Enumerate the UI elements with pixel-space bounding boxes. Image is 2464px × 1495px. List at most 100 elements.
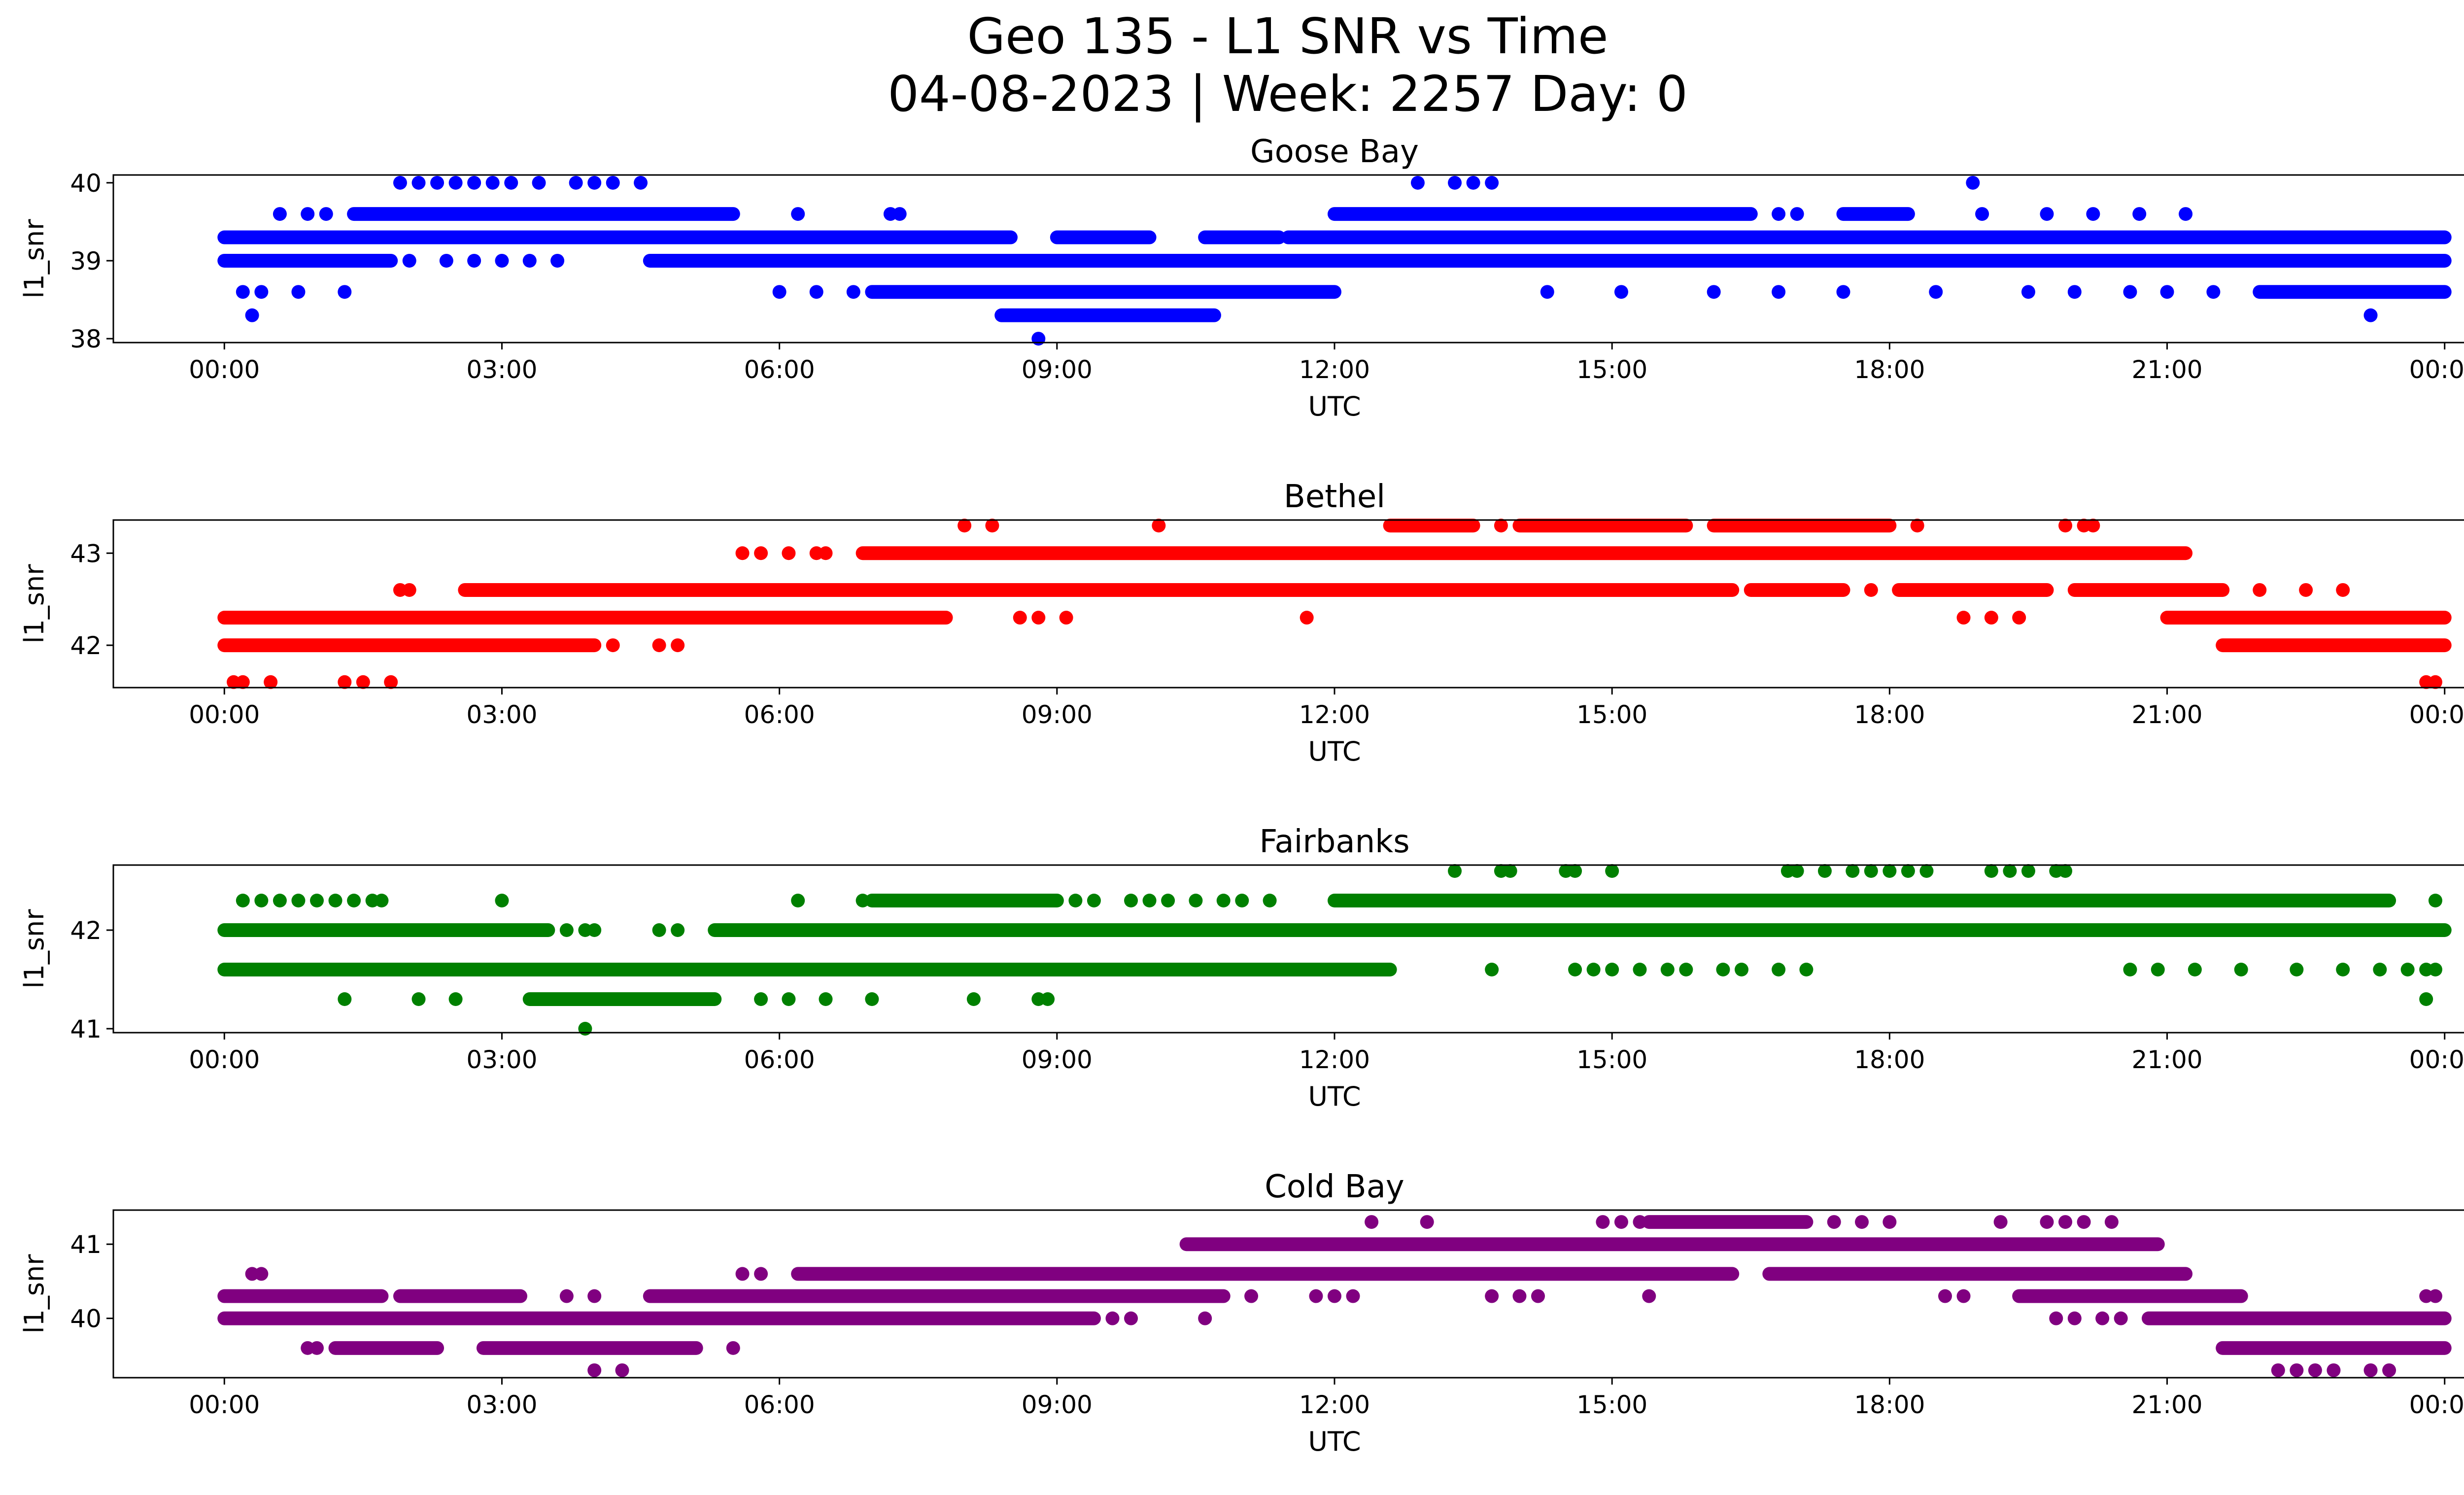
data-point [754, 992, 768, 1006]
data-point [2428, 894, 2442, 907]
data-point [1494, 519, 1508, 533]
data-point [1013, 611, 1027, 625]
data-point [1142, 894, 1157, 907]
data-point [819, 992, 833, 1006]
point-band [2253, 285, 2452, 299]
point-band [2067, 583, 2230, 597]
data-point [2206, 285, 2221, 299]
x-tick-label: 00:00 [2409, 1391, 2464, 1419]
x-tick-label: 18:00 [1854, 1045, 1925, 1074]
data-point [2104, 1215, 2119, 1229]
x-tick-label: 21:00 [2131, 1391, 2202, 1419]
data-point [254, 1267, 269, 1281]
data-point [587, 175, 602, 190]
data-point [1041, 992, 1055, 1006]
point-band [1050, 230, 1157, 244]
y-axis-label: l1_snr [19, 1254, 50, 1334]
x-tick-label: 21:00 [2131, 1045, 2202, 1074]
x-tick-label: 15:00 [1576, 700, 1647, 729]
data-point [1448, 864, 1462, 878]
point-band [856, 546, 2193, 560]
data-point [1882, 864, 1897, 878]
point-band [2216, 1341, 2452, 1355]
point-band [217, 230, 1018, 244]
data-point [1975, 207, 1989, 221]
data-point [2179, 207, 2193, 221]
data-point [587, 923, 602, 937]
point-band [1512, 519, 1693, 533]
data-point [1346, 1289, 1360, 1303]
data-point [559, 1289, 574, 1303]
point-band [458, 583, 1740, 597]
data-point [1420, 1215, 1434, 1229]
data-point [1485, 963, 1499, 976]
data-point [2151, 963, 2165, 976]
x-tick-label: 12:00 [1299, 1045, 1370, 1074]
data-point [2003, 864, 2017, 878]
data-point [985, 519, 999, 533]
data-point [671, 638, 685, 653]
data-point [1901, 864, 1915, 878]
x-tick-label: 03:00 [466, 700, 537, 729]
point-band [1642, 1215, 1814, 1229]
point-band [217, 611, 953, 625]
point-band [217, 1311, 1101, 1325]
subplot-grid: Goose Bay 38 39 40 00:00 03:00 06:00 09:00 12:00… [19, 134, 2464, 1457]
data-point [1105, 1311, 1120, 1325]
y-tick-label: 38 [70, 325, 102, 353]
data-point [2040, 1215, 2054, 1229]
x-tick-label: 21:00 [2131, 355, 2202, 384]
data-point [587, 1363, 602, 1377]
data-point [1772, 963, 1786, 976]
x-tick-label: 03:00 [466, 1391, 537, 1419]
data-point [273, 894, 287, 907]
data-point [652, 923, 666, 937]
point-band [1744, 583, 1850, 597]
data-point [2336, 583, 2350, 597]
x-tick-label: 12:00 [1299, 700, 1370, 729]
data-point [254, 285, 269, 299]
data-point [384, 675, 398, 689]
data-point [1716, 963, 1730, 976]
data-point [1087, 894, 1101, 907]
data-point [495, 894, 509, 907]
data-point [1614, 285, 1628, 299]
data-point [2299, 583, 2313, 597]
data-point [338, 992, 352, 1006]
data-point [1938, 1289, 1952, 1303]
figure-title-line-2: 04-08-2023 | Week: 2257 Day: 0 [888, 65, 1687, 123]
subplot-title: Bethel [1284, 479, 1385, 515]
x-tick-label: 06:00 [744, 1045, 815, 1074]
data-point [782, 992, 796, 1006]
data-point [393, 175, 407, 190]
data-point [254, 894, 269, 907]
data-point [1633, 963, 1647, 976]
data-point [1512, 1289, 1527, 1303]
data-point [338, 285, 352, 299]
x-tick-label: 21:00 [2131, 700, 2202, 729]
y-axis-label: l1_snr [19, 219, 50, 299]
figure-title-line-1: Geo 135 - L1 SNR vs Time [967, 7, 1608, 65]
y-tick-label: 40 [70, 1305, 102, 1333]
point-band [1762, 1267, 2193, 1281]
data-point [1772, 207, 1786, 221]
data-point [1679, 963, 1693, 976]
data-point [1735, 963, 1748, 976]
data-point [347, 894, 361, 907]
x-axis-label: UTC [1308, 1081, 1361, 1112]
point-band [1281, 230, 2452, 244]
x-tick-label: 15:00 [1576, 1045, 1647, 1074]
data-point [2021, 864, 2035, 878]
data-point [550, 253, 565, 268]
data-point [1485, 175, 1499, 190]
point-band [1328, 894, 2396, 907]
data-point [1660, 963, 1675, 976]
data-point [1633, 1215, 1647, 1229]
series-points [217, 175, 2452, 346]
data-point [652, 638, 666, 653]
data-point [522, 253, 537, 268]
subplot-title: Fairbanks [1259, 824, 1409, 860]
data-point [2290, 963, 2304, 976]
data-point [1993, 1215, 2008, 1229]
data-point [301, 207, 315, 221]
